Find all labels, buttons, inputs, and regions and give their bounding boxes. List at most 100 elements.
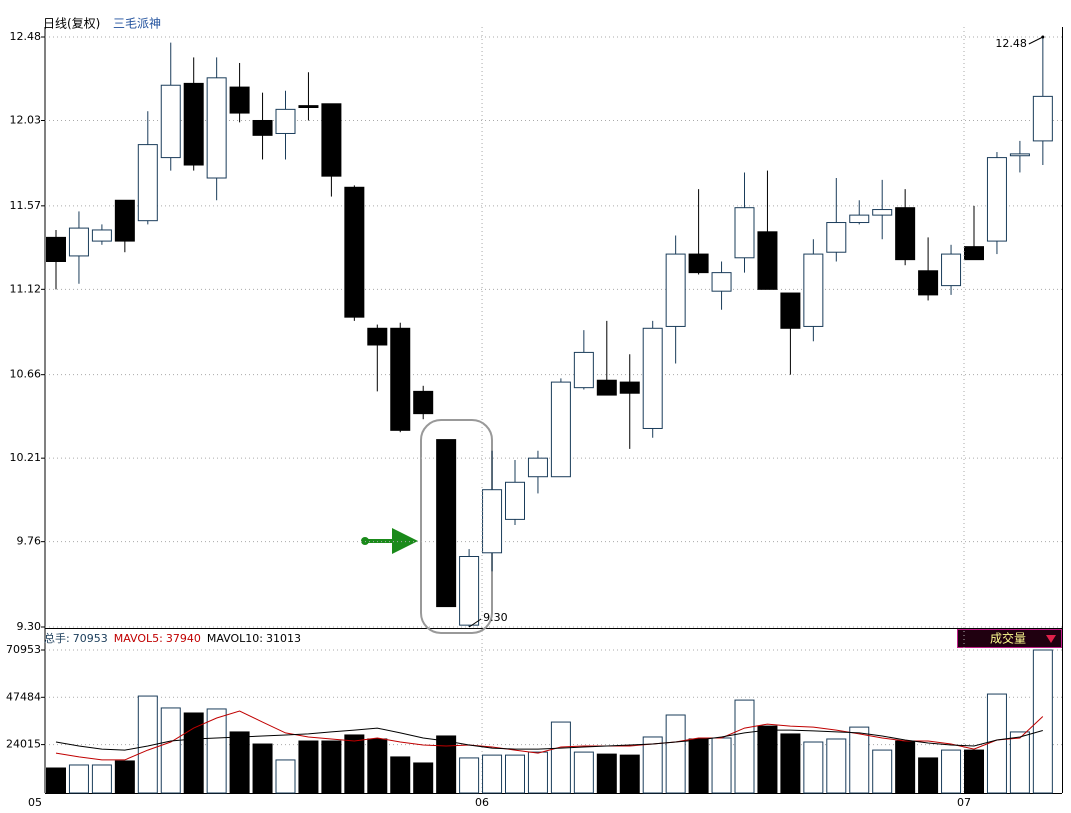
candle-body [206, 77, 227, 179]
volume-bar [688, 738, 709, 794]
volume-indicator-box[interactable] [957, 629, 1062, 648]
candle-body [137, 144, 158, 222]
ma-line [55, 727, 1043, 751]
candle-body [436, 439, 457, 608]
candle [275, 90, 296, 160]
candle-body [619, 381, 640, 394]
y-tick-label: 12.48 [10, 30, 42, 43]
volume-bar [321, 740, 342, 794]
candle-body [229, 86, 250, 114]
candle [642, 320, 663, 438]
volume-bar [895, 740, 916, 794]
candle [826, 178, 847, 262]
candle-body [321, 103, 342, 177]
volume-bar [918, 757, 939, 794]
candle-body [46, 236, 66, 262]
volume-bar [964, 749, 984, 794]
candle [344, 185, 365, 321]
candle [160, 42, 181, 171]
candle [482, 450, 503, 572]
chart-subtitle: 三毛派神 [113, 17, 161, 31]
candle [964, 205, 984, 261]
candle-body [367, 327, 388, 346]
candle [68, 211, 89, 284]
volume-bar [527, 751, 548, 794]
volume-bar [183, 712, 204, 794]
candle [619, 354, 640, 449]
y-tick-label: 9.30 [17, 620, 42, 633]
candle [206, 57, 227, 201]
volume-indicator-label[interactable]: 成交量 [990, 631, 1026, 646]
candle-body [849, 214, 870, 224]
candle-body [596, 379, 617, 396]
candle [918, 237, 939, 301]
volume-bar [298, 740, 319, 794]
volume-bar [413, 762, 434, 794]
candle-body [183, 82, 204, 166]
candle-body [160, 84, 181, 159]
candle-body [757, 231, 778, 290]
candle-body [665, 253, 686, 327]
volume-bar [344, 734, 365, 794]
candle [596, 320, 617, 396]
volume-bar [390, 756, 411, 794]
y-tick-label: 11.12 [10, 282, 42, 295]
candle-body [1009, 153, 1030, 157]
candle-body [298, 105, 319, 109]
candle-body [986, 157, 1007, 242]
legend-value: 31013 [266, 632, 301, 645]
candle-body [826, 222, 847, 253]
volume-bar [986, 693, 1007, 794]
y-tick-label: 10.21 [10, 451, 42, 464]
volume-bar [872, 749, 893, 794]
low-label: 9.30 [483, 611, 508, 624]
candle-body [505, 481, 525, 520]
dropdown-icon[interactable] [1046, 635, 1056, 643]
candle-body [895, 207, 916, 261]
candle [367, 324, 388, 392]
legend-value: 37940 [166, 632, 201, 645]
volume-bar [665, 714, 686, 794]
candle [413, 385, 434, 420]
candle-body [413, 390, 434, 415]
candle [390, 322, 411, 433]
candle-body [711, 272, 732, 292]
annotation-dot [1041, 35, 1045, 39]
volume-bar [550, 721, 571, 794]
candle [137, 111, 158, 225]
candle-body [688, 253, 709, 274]
candle-body [573, 351, 594, 389]
volume-bar [252, 743, 273, 794]
candle [183, 57, 204, 171]
candle-body [252, 119, 273, 136]
candle-body [390, 327, 411, 431]
candle-body [734, 207, 755, 259]
y-tick-label: 10.66 [10, 368, 42, 381]
volume-bar [826, 738, 847, 794]
candle [688, 189, 709, 275]
candle-body [68, 227, 89, 257]
candle-body [780, 292, 801, 329]
y-tick-label: 47484 [6, 690, 41, 703]
volume-bar [459, 757, 480, 794]
legend-value: 70953 [73, 632, 108, 645]
volume-bar [68, 764, 89, 794]
candle-body [550, 381, 571, 478]
candle [941, 244, 962, 295]
candle-body [275, 108, 296, 134]
candle [803, 239, 824, 342]
candle [229, 62, 250, 123]
volume-bar [160, 707, 181, 794]
highlight-box [420, 419, 493, 634]
candle [711, 261, 732, 310]
candle [757, 170, 778, 290]
volume-bar [46, 767, 66, 794]
pointer-arrow [361, 528, 418, 554]
volume-bar [734, 699, 755, 794]
candle-body [114, 199, 135, 242]
candle [734, 172, 755, 273]
candle [986, 152, 1007, 255]
volume-bar [137, 695, 158, 794]
chart-title: 日线(复权) [43, 17, 100, 31]
